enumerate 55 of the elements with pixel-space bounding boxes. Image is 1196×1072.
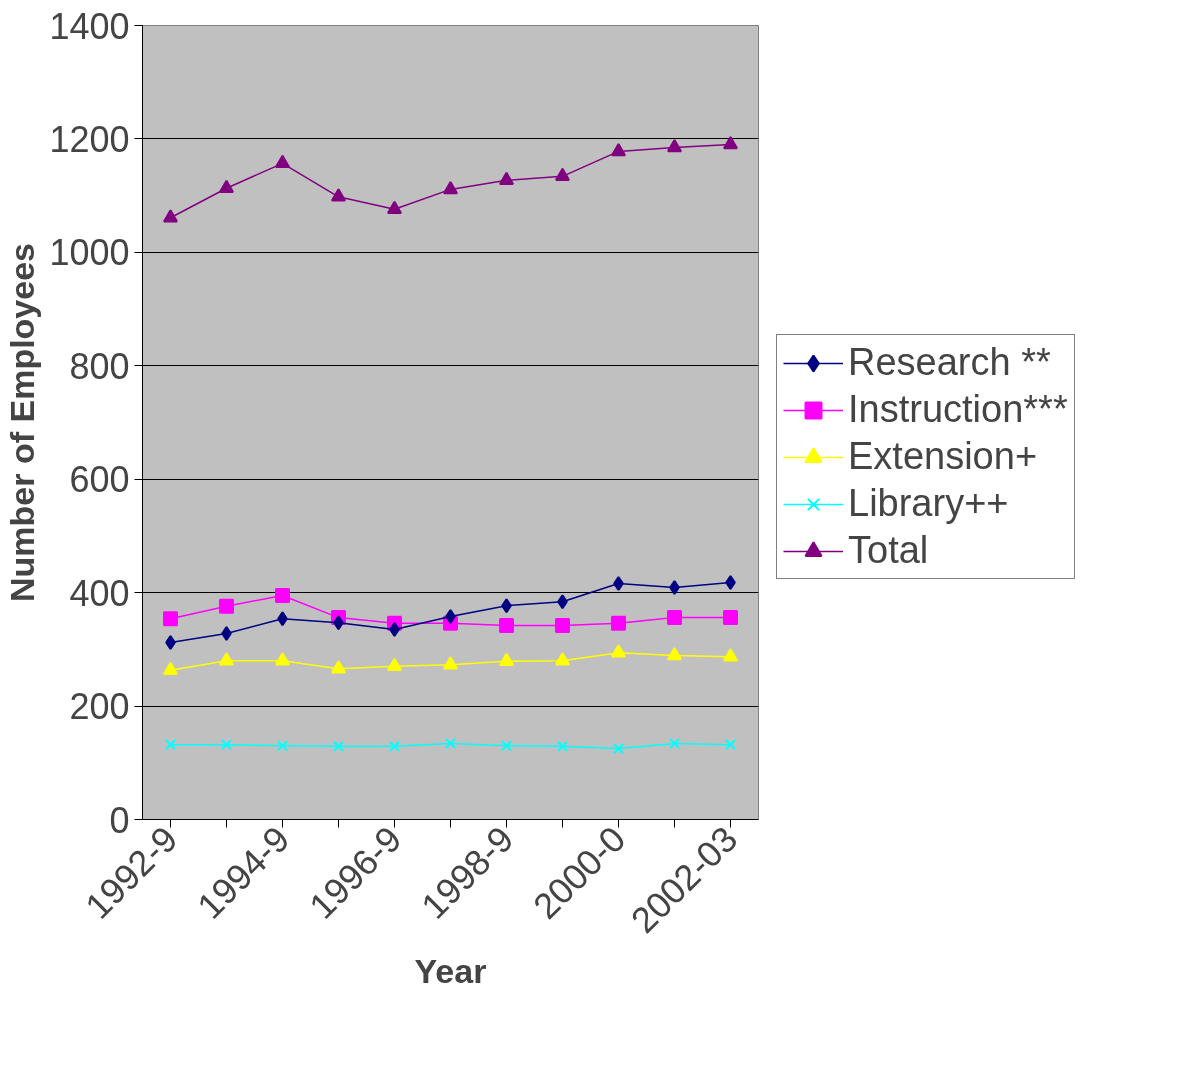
point (276, 740, 289, 752)
y-tick-label: 800 (69, 345, 130, 387)
y-tick-label: 200 (69, 686, 130, 728)
point (499, 652, 514, 667)
point (723, 610, 738, 626)
point (275, 652, 290, 666)
legend-label: Research ** (848, 341, 1051, 384)
point (723, 648, 738, 662)
legend-label: Total (848, 529, 929, 572)
point (163, 209, 178, 223)
y-tick-label: 1400 (49, 5, 130, 47)
y-axis-title: Number of Employees (3, 243, 42, 602)
point (499, 171, 514, 186)
point (220, 739, 233, 751)
point (611, 644, 626, 658)
point (163, 661, 178, 676)
point (332, 740, 345, 752)
point (499, 618, 514, 634)
point (611, 142, 626, 157)
point (443, 180, 458, 195)
point (163, 611, 178, 627)
legend-label: Instruction*** (848, 388, 1068, 431)
point (723, 136, 738, 150)
point (443, 656, 458, 670)
point (555, 618, 570, 634)
point (219, 598, 234, 614)
point (611, 615, 626, 631)
point (444, 737, 457, 750)
y-tick-label: 1200 (49, 118, 130, 160)
point (555, 652, 570, 666)
y-tick-label: 1000 (49, 232, 130, 274)
point (668, 737, 681, 750)
point (667, 647, 682, 661)
point (555, 167, 570, 182)
point (500, 740, 513, 752)
point (275, 587, 290, 603)
y-tick-label: 400 (69, 572, 130, 614)
point (219, 179, 234, 194)
legend-label: Library++ (848, 482, 1009, 525)
point (612, 743, 625, 755)
legend-label: Extension+ (848, 435, 1038, 478)
point (331, 660, 346, 674)
point (387, 200, 402, 215)
point (667, 138, 682, 153)
point (724, 739, 737, 751)
point (556, 740, 569, 752)
point (164, 739, 177, 751)
x-axis-title: Year (414, 952, 487, 991)
point (388, 740, 401, 752)
y-tick-label: 600 (69, 459, 130, 501)
point (667, 610, 682, 626)
point (387, 657, 402, 672)
point (275, 154, 290, 169)
point (331, 188, 346, 202)
point (219, 652, 234, 666)
